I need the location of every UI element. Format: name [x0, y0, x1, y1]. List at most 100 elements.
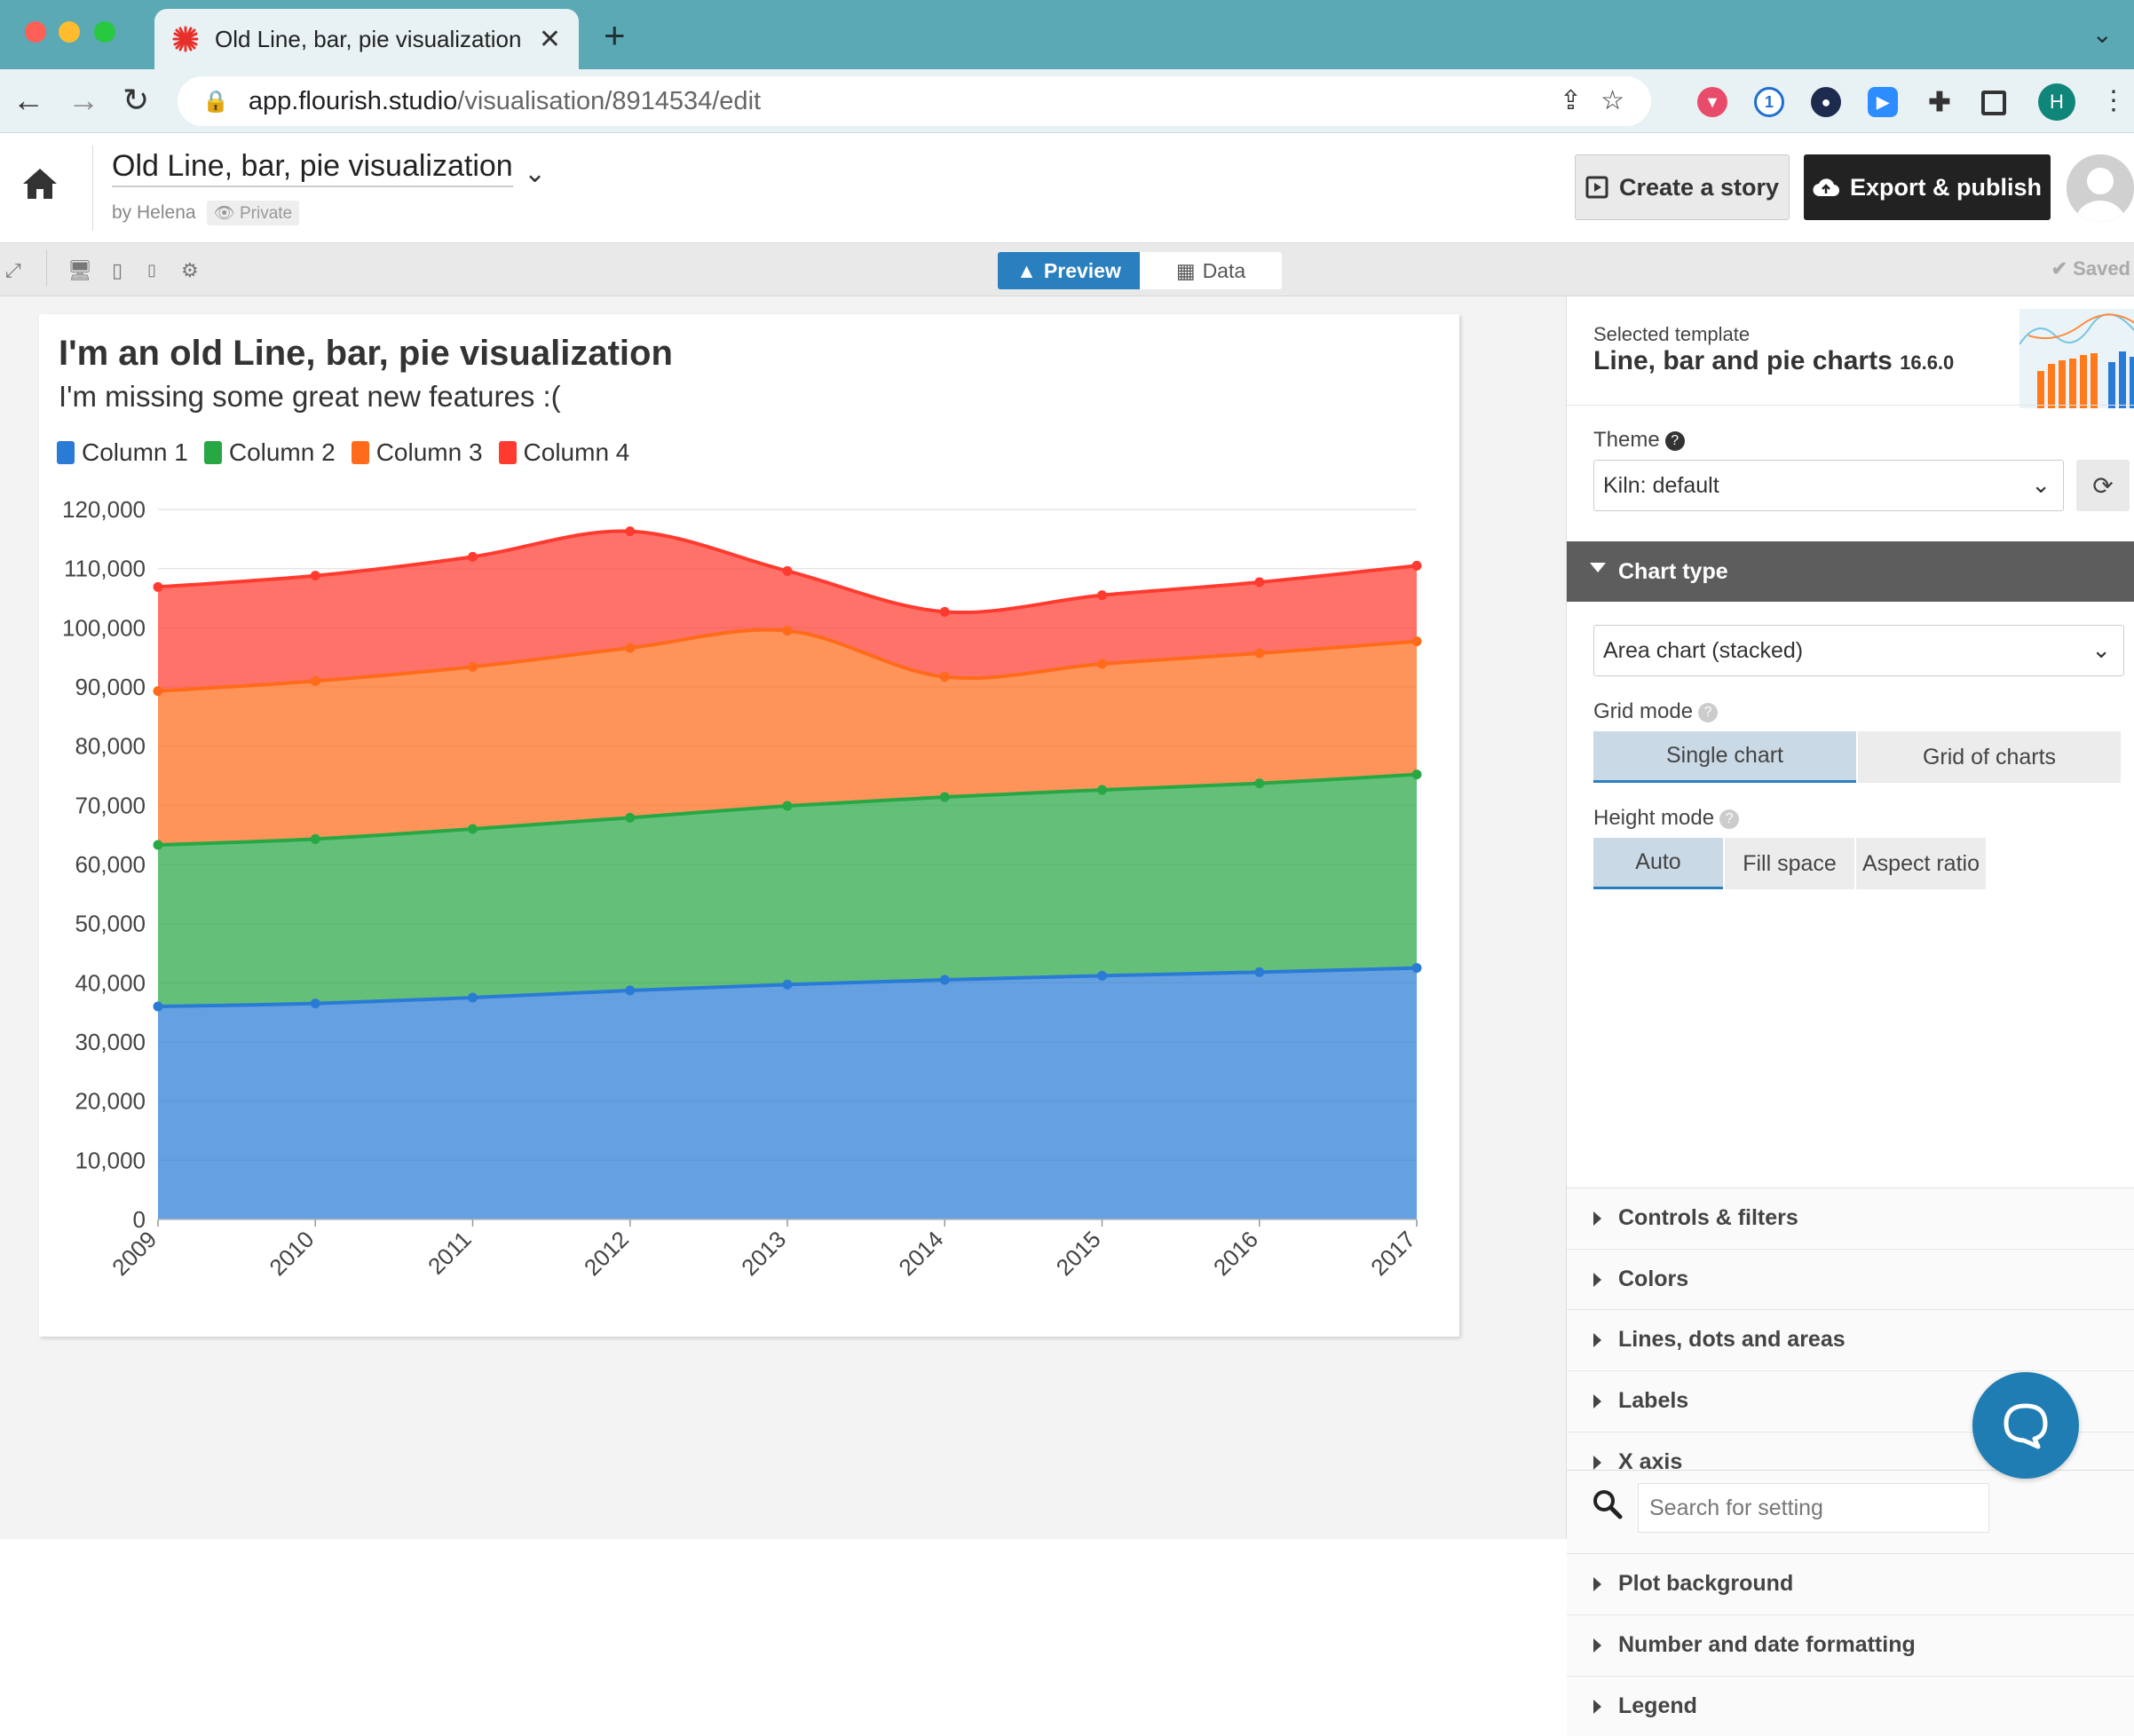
caret-right-icon [1593, 1333, 1601, 1348]
legend-item[interactable]: Column 2 [203, 438, 336, 467]
privacy-badge[interactable]: 👁 Private [206, 201, 300, 225]
bookmark-star-icon[interactable]: ☆ [1600, 86, 1624, 115]
gear-icon[interactable]: ⚙ [181, 259, 199, 281]
table-icon: ▦ [1175, 258, 1196, 282]
data-point [625, 812, 636, 823]
data-point [468, 551, 478, 562]
section-label: Legend [1618, 1693, 1697, 1718]
close-tab-icon[interactable]: ✕ [538, 24, 561, 54]
settings-section-number-and-date-formatting[interactable]: Number and date formatting [1567, 1614, 2134, 1675]
theme-label: Theme? [1593, 428, 1685, 453]
legend-label: Column 1 [82, 438, 188, 466]
chart-type-select[interactable]: Area chart (stacked) ⌄ [1593, 625, 2124, 676]
profile-avatar[interactable]: H [2038, 83, 2075, 121]
settings-section-legend[interactable]: Legend [1567, 1675, 2134, 1736]
chart-type-section-header[interactable]: Chart type [1567, 541, 2134, 602]
x-tick-label: 2010 [264, 1226, 319, 1281]
title-chevron-down-icon[interactable]: ⌄ [524, 159, 547, 188]
height-mode-fill-space[interactable]: Fill space [1725, 838, 1854, 889]
legend-item[interactable]: Column 4 [498, 438, 630, 467]
url-path: /visualisation/8914534/edit [457, 86, 762, 115]
legend-swatch [203, 441, 222, 464]
caret-right-icon [1593, 1577, 1601, 1592]
browser-tab-strip: Old Line, bar, pie visualization ✕ + ⌄ [0, 0, 2134, 69]
address-bar[interactable]: 🔒 app.flourish.studio/visualisation/8914… [178, 76, 1651, 126]
theme-select[interactable]: Kiln: default ⌄ [1593, 460, 2064, 511]
extensions-puzzle-icon[interactable]: ✚ [1928, 87, 1951, 117]
settings-section-controls-filters[interactable]: Controls & filters [1567, 1188, 2134, 1248]
maximize-window-button[interactable] [94, 21, 115, 43]
extension-zoom-icon[interactable]: ▶ [1868, 87, 1898, 117]
tab-preview[interactable]: ▲ Preview [998, 252, 1140, 289]
search-setting-input[interactable] [1638, 1483, 1989, 1533]
data-point [1097, 785, 1107, 795]
visualisation-title[interactable]: Old Line, bar, pie visualization [112, 149, 513, 187]
settings-section-colors[interactable]: Colors [1567, 1248, 2134, 1309]
grid-mode-grid-of-charts[interactable]: Grid of charts [1858, 731, 2121, 783]
y-tick-label: 50,000 [75, 911, 146, 937]
panel-divider [1567, 405, 2134, 406]
refresh-icon: ⟳ [2092, 471, 2114, 500]
data-point [153, 840, 163, 850]
chart-legend: Column 1 Column 2 Column 3 Column 4 [57, 438, 645, 467]
data-point [1411, 769, 1422, 780]
back-arrow-icon[interactable]: ← [12, 82, 44, 118]
data-point [1254, 648, 1265, 659]
browser-menu-icon[interactable]: ⋮ [2100, 86, 2127, 115]
minimize-window-button[interactable] [59, 21, 80, 43]
user-silhouette-icon [2067, 154, 2134, 222]
tab-search-chevron-icon[interactable]: ⌄ [2091, 20, 2113, 48]
data-point [468, 661, 478, 672]
saved-status: ✔ Saved [2051, 257, 2130, 280]
caret-right-icon [1593, 1637, 1601, 1653]
desktop-view-icon[interactable]: 🖥 [67, 259, 92, 281]
chevron-down-icon: ⌄ [2091, 636, 2111, 663]
data-point [782, 979, 793, 990]
chart-title: I'm an old Line, bar, pie visualization [59, 334, 673, 373]
caret-right-icon [1593, 1455, 1601, 1470]
height-mode-label: Height mode? [1593, 806, 1740, 831]
legend-label: Column 4 [523, 438, 630, 466]
data-point [939, 606, 950, 617]
reload-icon[interactable]: ↻ [123, 82, 150, 118]
help-icon[interactable]: ? [1719, 809, 1740, 829]
chart-card: I'm an old Line, bar, pie visualization … [39, 314, 1459, 1337]
x-tick-label: 2014 [893, 1226, 948, 1281]
help-icon[interactable]: ? [1698, 702, 1719, 722]
user-avatar[interactable] [2067, 154, 2134, 222]
help-chat-button[interactable] [1972, 1372, 2079, 1479]
extension-password-icon[interactable]: 1 [1754, 87, 1784, 117]
grid-mode-single-chart[interactable]: Single chart [1593, 731, 1856, 783]
home-icon[interactable] [16, 160, 64, 208]
settings-section-plot-background[interactable]: Plot background [1567, 1553, 2134, 1614]
extension-circle-icon[interactable]: ● [1811, 87, 1841, 117]
fullscreen-icon[interactable]: ⤢ [5, 259, 21, 281]
section-label: Controls & filters [1618, 1205, 1798, 1230]
tablet-view-icon[interactable]: ▯ [112, 259, 123, 281]
template-name[interactable]: Line, bar and pie charts 16.6.0 [1593, 346, 1955, 375]
height-mode-auto[interactable]: Auto [1593, 838, 1723, 889]
data-point [782, 626, 793, 636]
legend-item[interactable]: Column 3 [351, 438, 483, 467]
side-panel-icon[interactable] [1981, 91, 2006, 115]
mobile-view-icon[interactable]: ▯ [147, 261, 156, 279]
share-icon[interactable]: ⇪ [1559, 86, 1582, 115]
browser-tab[interactable]: Old Line, bar, pie visualization ✕ [154, 9, 579, 69]
help-icon[interactable]: ? [1664, 430, 1685, 451]
forward-arrow-icon[interactable]: → [67, 82, 99, 118]
create-story-button[interactable]: Create a story [1575, 154, 1790, 220]
template-thumbnail[interactable] [2019, 309, 2134, 408]
legend-label: Column 2 [228, 438, 336, 466]
new-tab-icon[interactable]: + [604, 14, 626, 56]
export-publish-button[interactable]: Export & publish [1804, 154, 2051, 220]
close-window-button[interactable] [25, 21, 46, 43]
extension-gift-icon[interactable]: ▼ [1697, 87, 1727, 117]
height-mode-aspect-ratio[interactable]: Aspect ratio [1856, 838, 1986, 889]
legend-item[interactable]: Column 1 [57, 438, 188, 467]
data-point [782, 801, 793, 811]
area-chart: 0 10,000 20,000 30,000 40,000 50,000 60,000 70,… [62, 496, 1422, 1281]
tab-data[interactable]: ▦ Data [1140, 252, 1282, 289]
area-chart-icon: ▲ [1016, 258, 1037, 282]
refresh-theme-button[interactable]: ⟳ [2076, 460, 2130, 511]
settings-section-lines-dots-and-areas[interactable]: Lines, dots and areas [1567, 1309, 2134, 1370]
